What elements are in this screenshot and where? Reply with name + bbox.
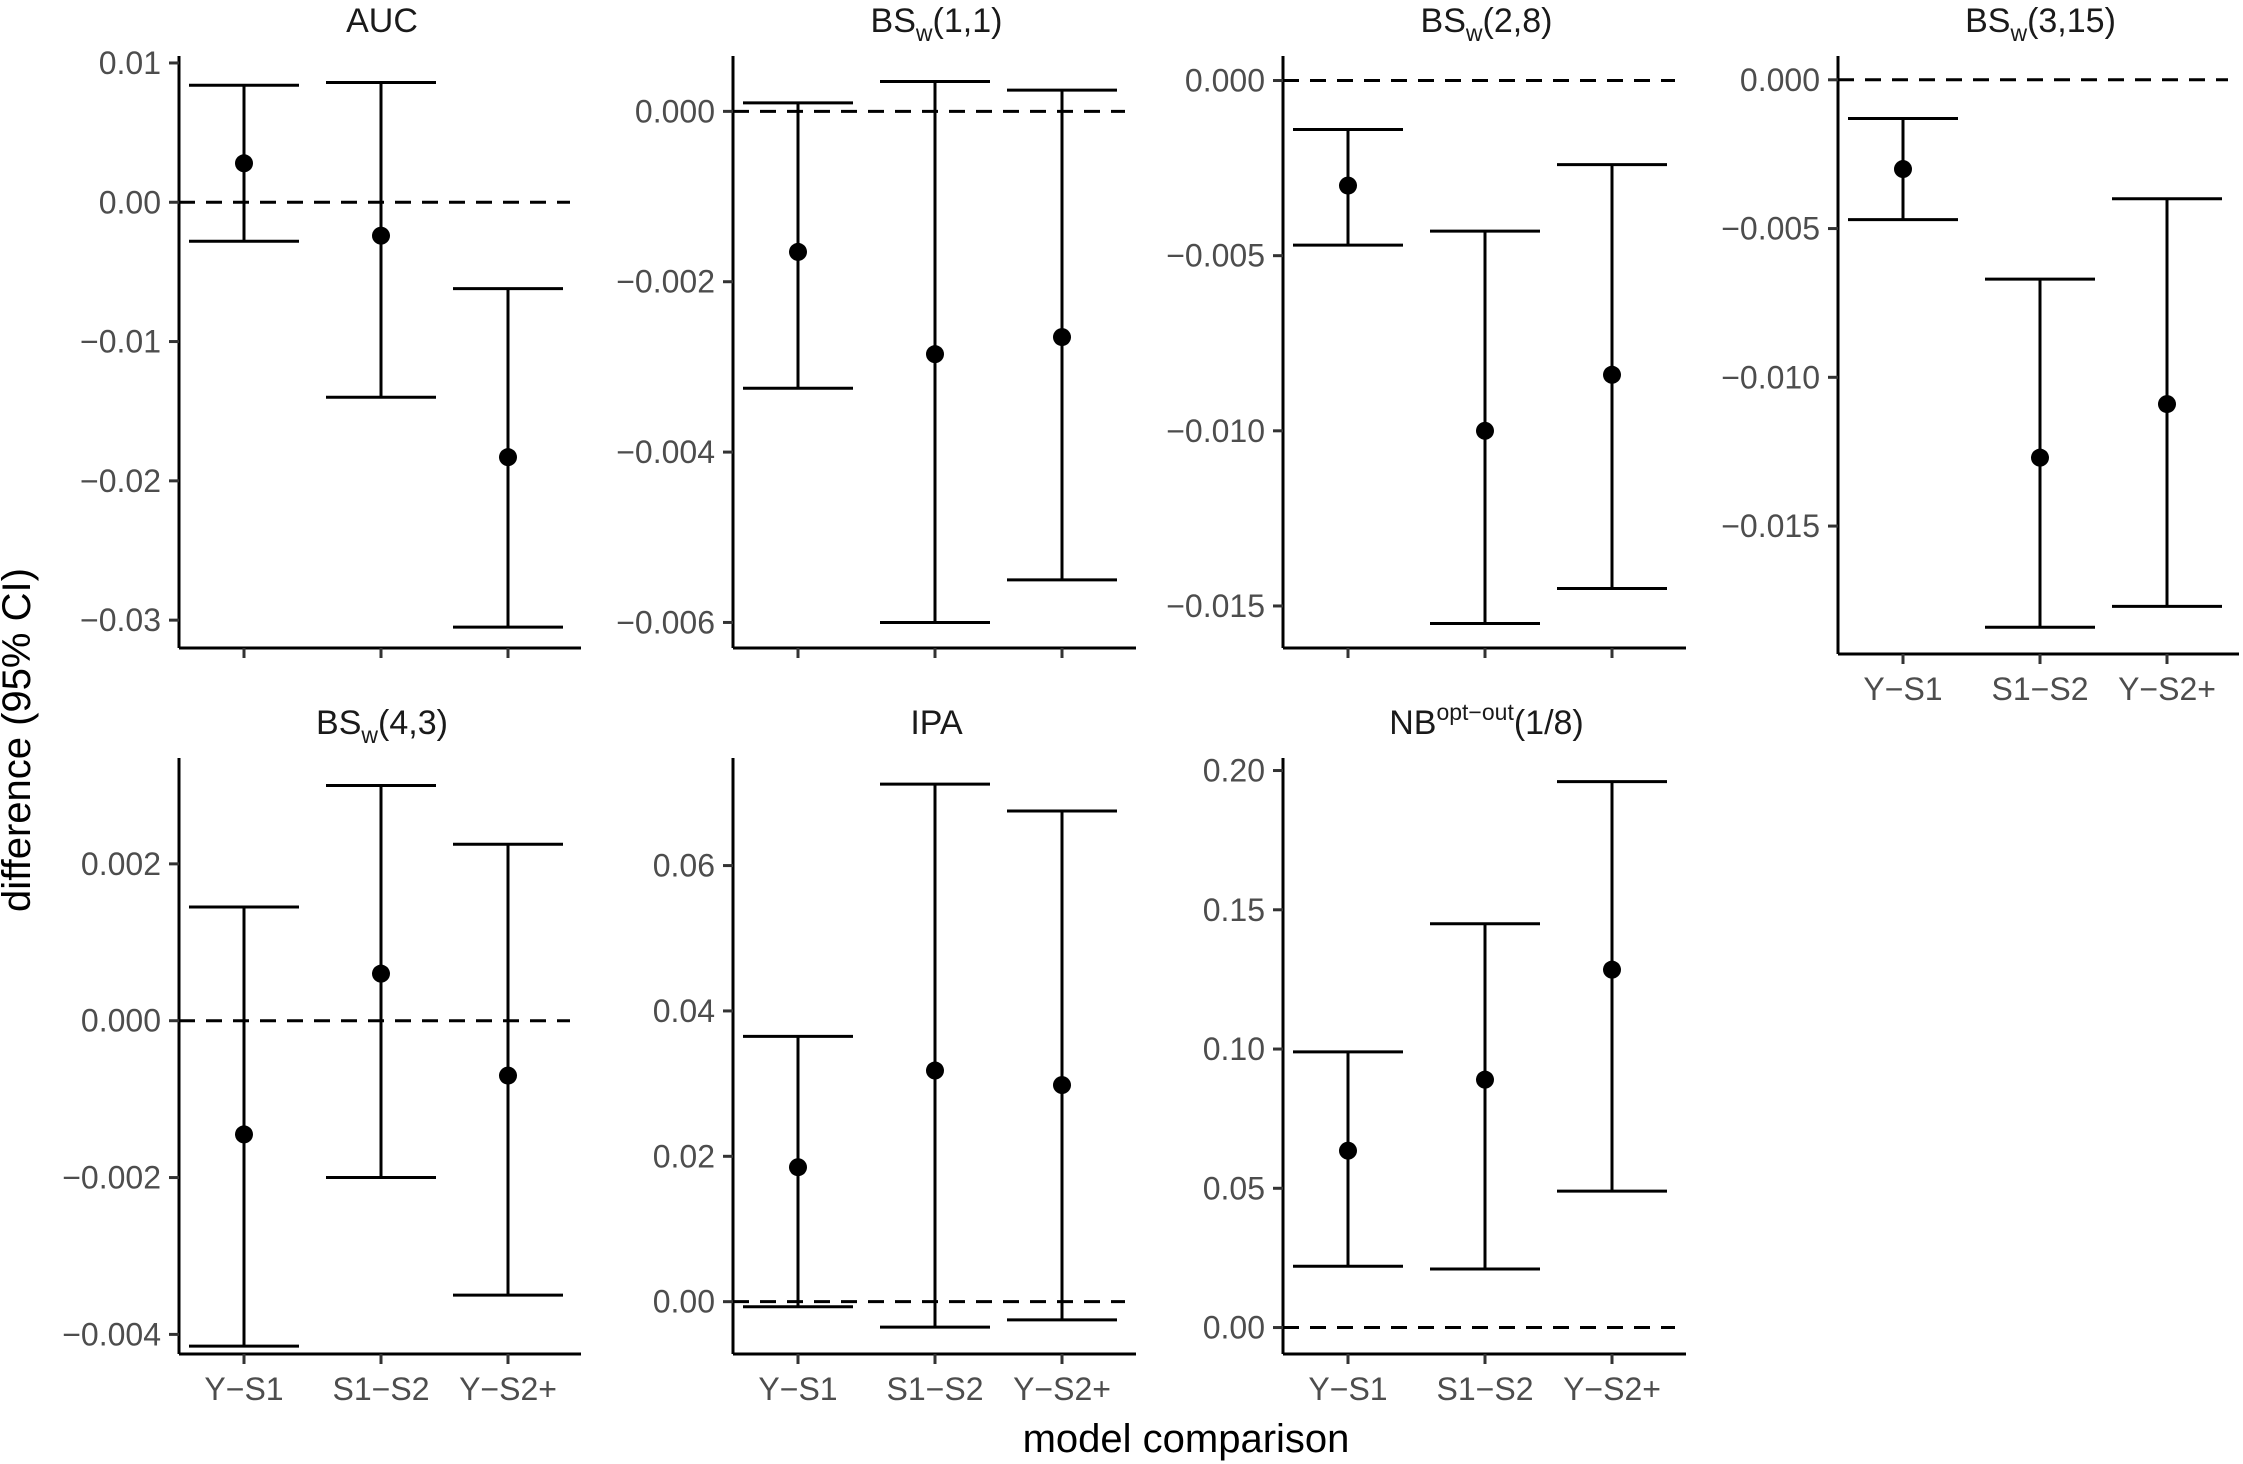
panel-nb-opt-out: NBopt−out(1/8) 0.20 0.15 0.10 0.05 0.00 Y−S1 S1…	[1203, 699, 1686, 1407]
y-tick-label: 0.002	[81, 846, 161, 882]
y-tick-label: −0.006	[616, 604, 715, 640]
panel-bsw-2-8: BSw(2,8) 0.000 −0.005 −0.010 −0.015	[1166, 2, 1686, 658]
panel-title-script: w	[360, 722, 378, 748]
panel-title-tail: (2,8)	[1483, 2, 1553, 40]
estimate-point-3	[499, 448, 517, 467]
x-tick-label: Y−S2+	[1563, 1371, 1661, 1407]
y-tick-label: −0.015	[1166, 588, 1265, 624]
panel-title-script: w	[915, 20, 933, 46]
estimate-point-2	[1476, 1070, 1494, 1089]
panel-title-main: IPA	[910, 704, 963, 742]
y-tick-label: 0.000	[81, 1003, 161, 1039]
panel-title-script: w	[2009, 20, 2027, 46]
estimate-point-3	[1053, 1076, 1071, 1095]
x-tick-label: Y−S1	[1308, 1371, 1387, 1407]
estimate-point-3	[499, 1066, 517, 1085]
panel-auc: AUC 0.01 0.00 −0.01 −0.02 −0.03	[80, 2, 581, 658]
y-tick-label: −0.03	[80, 602, 161, 638]
panel-title-tail: (4,3)	[378, 704, 448, 742]
estimate-point-1	[1894, 160, 1912, 179]
panel-bsw-1-1: BSw(1,1) 0.000 −0.002 −0.004 −0.006	[616, 2, 1136, 658]
estimate-point-1	[235, 1125, 253, 1144]
panel-title: AUC	[346, 2, 418, 40]
estimate-point-2	[372, 964, 390, 983]
panel-title-main: BS	[871, 2, 916, 40]
panel-bsw-3-15: BSw(3,15) 0.000 −0.005 −0.010 −0.015 Y−S1 S1−S…	[1721, 2, 2239, 707]
estimate-point-1	[789, 242, 807, 261]
y-tick-label: −0.004	[62, 1316, 161, 1352]
y-tick-label: 0.04	[653, 993, 715, 1029]
panel-title: BSw(1,1)	[871, 2, 1003, 46]
panel-title: BSw(2,8)	[1421, 2, 1553, 46]
panel-title-script: opt−out	[1436, 699, 1514, 725]
y-tick-label: 0.000	[635, 93, 715, 129]
x-tick-label: Y−S2+	[459, 1371, 557, 1407]
panel-title-main: BS	[316, 704, 361, 742]
y-tick-label: 0.15	[1203, 892, 1265, 928]
panel-bsw-4-3: BSw(4,3) 0.002 0.000 −0.002 −0.004 Y−S1 S1−S2 Y…	[62, 704, 581, 1407]
panel-ipa: IPA 0.06 0.04 0.02 0.00 Y−S1 S1−S2 Y−S2+	[653, 704, 1136, 1407]
estimate-point-3	[2158, 395, 2176, 414]
panel-title-main: BS	[1965, 2, 2010, 40]
y-tick-label: 0.00	[99, 184, 161, 220]
panel-title-main: NB	[1389, 704, 1436, 742]
y-tick-label: −0.002	[62, 1160, 161, 1196]
panel-title-main: AUC	[346, 2, 418, 40]
panel-title: NBopt−out(1/8)	[1389, 699, 1584, 742]
estimate-point-1	[789, 1158, 807, 1177]
y-tick-label: −0.01	[80, 324, 161, 360]
estimate-point-1	[1339, 176, 1357, 195]
y-tick-label: −0.002	[616, 264, 715, 300]
estimate-point-3	[1603, 365, 1621, 384]
estimate-point-3	[1603, 960, 1621, 979]
y-tick-label: −0.010	[1166, 413, 1265, 449]
y-tick-label: −0.015	[1721, 508, 1820, 544]
x-tick-label: S1−S2	[887, 1371, 984, 1407]
y-tick-label: 0.10	[1203, 1031, 1265, 1067]
x-tick-label: Y−S1	[1863, 671, 1942, 707]
y-tick-label: 0.05	[1203, 1170, 1265, 1206]
x-tick-label: S1−S2	[333, 1371, 430, 1407]
panel-title-tail: (1/8)	[1514, 704, 1584, 742]
panel-title: BSw(4,3)	[316, 704, 448, 748]
estimate-point-2	[372, 226, 390, 245]
panel-title: BSw(3,15)	[1965, 2, 2116, 46]
x-tick-label: Y−S1	[204, 1371, 283, 1407]
y-tick-label: 0.06	[653, 848, 715, 884]
panel-title-tail: (3,15)	[2027, 2, 2116, 40]
y-tick-label: 0.20	[1203, 753, 1265, 789]
y-tick-label: −0.004	[616, 434, 715, 470]
y-tick-label: −0.005	[1721, 211, 1820, 247]
estimate-point-3	[1053, 328, 1071, 347]
panel-title-main: BS	[1421, 2, 1466, 40]
y-tick-label: 0.00	[1203, 1310, 1265, 1346]
panel-title-tail: (1,1)	[933, 2, 1003, 40]
estimate-point-2	[1476, 421, 1494, 440]
panels-layer: AUC0.010.00−0.01−0.02−0.03BSw(1,1)0.000−…	[62, 2, 2239, 1407]
panel-title-script: w	[1465, 20, 1483, 46]
estimate-point-1	[235, 154, 253, 173]
x-tick-label: Y−S1	[758, 1371, 837, 1407]
panel-title: IPA	[910, 704, 963, 742]
y-tick-label: 0.00	[653, 1284, 715, 1320]
x-axis-label: model comparison	[1023, 1417, 1350, 1461]
y-axis-label: difference (95% CI)	[0, 568, 39, 912]
x-tick-label: S1−S2	[1992, 671, 2089, 707]
y-tick-label: −0.010	[1721, 359, 1820, 395]
y-tick-label: 0.000	[1185, 63, 1265, 99]
y-tick-label: 0.000	[1740, 62, 1820, 98]
y-tick-label: 0.01	[99, 45, 161, 81]
x-tick-label: Y−S2+	[2118, 671, 2216, 707]
estimate-point-2	[926, 1061, 944, 1080]
estimate-point-2	[2031, 448, 2049, 467]
estimate-point-2	[926, 345, 944, 364]
x-tick-label: Y−S2+	[1013, 1371, 1111, 1407]
y-tick-label: 0.02	[653, 1138, 715, 1174]
y-tick-label: −0.02	[80, 463, 161, 499]
y-tick-label: −0.005	[1166, 238, 1265, 274]
estimate-point-1	[1339, 1141, 1357, 1160]
x-tick-label: S1−S2	[1437, 1371, 1534, 1407]
